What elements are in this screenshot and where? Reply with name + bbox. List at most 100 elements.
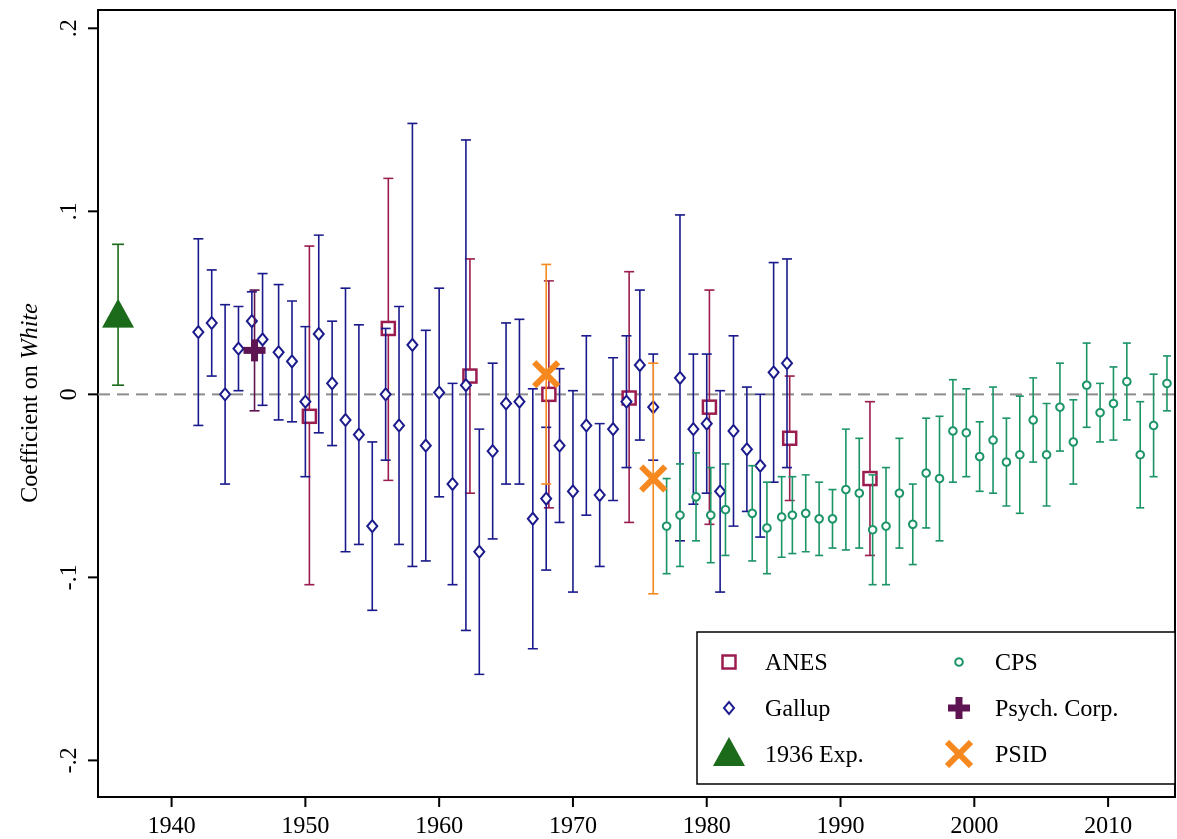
point-cps <box>705 510 716 520</box>
y-tick-label: -.1 <box>56 564 82 590</box>
point-gallup <box>459 377 473 393</box>
point-cps <box>1015 449 1025 460</box>
y-axis-title-text: Coefficient on <box>17 359 43 503</box>
point-anes <box>701 399 718 415</box>
point-cps <box>1162 378 1172 389</box>
point-cps <box>1122 376 1132 387</box>
point-gallup <box>352 427 366 443</box>
point-cps <box>1028 415 1038 425</box>
point-cps <box>948 426 958 436</box>
point-gallup <box>713 483 727 499</box>
point-cps <box>841 484 851 495</box>
series-layer <box>102 122 1172 676</box>
point-cps <box>974 451 985 462</box>
point-cps <box>881 521 891 531</box>
point-gallup <box>218 386 232 402</box>
point-gallup <box>419 438 433 454</box>
x-tick-label: 1980 <box>683 813 731 839</box>
legend-item-psych-corp: Psych. Corp. <box>948 696 1118 722</box>
point-cps <box>921 468 931 478</box>
y-axis-title-italic: White <box>17 303 43 359</box>
series-psid <box>532 263 668 595</box>
point-gallup <box>256 331 269 348</box>
y-tick-label: 0 <box>56 388 82 400</box>
point-cps <box>988 435 998 445</box>
x-tick-label: 1990 <box>817 813 865 839</box>
point-gallup <box>740 441 754 457</box>
legend-marker-psych-corp <box>948 697 970 719</box>
legend-item-1936-exp: 1936 Exp. <box>713 737 864 768</box>
legend-label-cps: CPS <box>995 650 1038 676</box>
x-tick-label: 1940 <box>148 813 196 839</box>
point-psid <box>639 464 668 493</box>
point-gallup <box>232 341 245 357</box>
point-anes <box>862 470 878 487</box>
point-gallup <box>205 315 219 331</box>
point-gallup <box>753 458 767 474</box>
point-gallup <box>392 417 406 434</box>
point-gallup <box>566 483 580 499</box>
point-gallup <box>472 544 486 560</box>
point-cps <box>1041 449 1052 460</box>
series-psych-corp <box>243 289 266 412</box>
y-axis-title: Coefficient on White <box>17 303 43 503</box>
legend-box <box>696 631 1176 785</box>
x-tick-label: 1970 <box>549 813 597 839</box>
legend-marker-1936-exp <box>713 737 745 766</box>
x-axis: 1940 1950 1960 1970 1980 1990 2000 2010 <box>148 797 1132 839</box>
legend: ANES CPS Gallup Psych. Corp. 1936 Exp. PSID <box>696 631 1176 785</box>
point-cps <box>800 508 811 519</box>
legend-marker-psid <box>944 739 974 769</box>
x-tick-label: 2000 <box>950 813 998 839</box>
point-cps <box>1108 398 1119 409</box>
point-cps <box>762 523 772 533</box>
point-gallup <box>285 353 299 369</box>
point-gallup <box>325 375 339 391</box>
point-gallup <box>553 438 566 454</box>
point-gallup <box>539 491 553 507</box>
point-gallup <box>379 386 392 402</box>
point-cps <box>1081 380 1092 390</box>
point-cps <box>720 504 731 515</box>
legend-marker-gallup <box>722 700 736 716</box>
legend-item-psid: PSID <box>944 739 1047 769</box>
x-tick-label: 1960 <box>415 813 463 839</box>
x-tick-label: 2010 <box>1084 813 1132 839</box>
point-psych-corp <box>243 339 266 362</box>
y-tick-label: -.2 <box>56 747 82 773</box>
point-gallup <box>780 355 794 371</box>
legend-label-psid: PSID <box>995 742 1047 768</box>
series-gallup <box>192 122 794 676</box>
point-gallup <box>486 443 499 459</box>
legend-item-anes: ANES <box>721 650 828 676</box>
point-anes <box>781 430 798 447</box>
legend-label-1936-exp: 1936 Exp. <box>765 742 864 768</box>
point-gallup <box>687 421 700 437</box>
point-cps <box>691 492 701 502</box>
point-gallup <box>446 476 459 492</box>
point-cps <box>907 519 918 530</box>
point-cps <box>1095 407 1105 418</box>
legend-label-psych-corp: Psych. Corp. <box>995 696 1118 722</box>
point-cps <box>854 488 865 498</box>
series-1936-exp <box>102 243 135 386</box>
point-gallup <box>727 423 740 439</box>
x-tick-label: 1950 <box>281 813 329 839</box>
point-cps <box>661 521 672 531</box>
point-cps <box>1001 457 1012 467</box>
legend-label-gallup: Gallup <box>765 696 830 722</box>
point-cps <box>1135 449 1146 460</box>
point-1936-exp <box>102 298 135 328</box>
point-psid <box>532 360 561 389</box>
point-gallup <box>673 370 687 386</box>
point-gallup <box>633 357 647 373</box>
point-gallup <box>513 394 526 410</box>
legend-item-gallup: Gallup <box>722 696 830 722</box>
point-gallup <box>620 394 633 410</box>
point-cps <box>1055 402 1065 412</box>
point-gallup <box>299 394 312 410</box>
series-anes <box>301 177 878 586</box>
point-cps <box>894 488 905 498</box>
point-gallup <box>339 412 352 428</box>
y-axis: -.2 -.1 0 .1 .2 <box>56 19 98 773</box>
